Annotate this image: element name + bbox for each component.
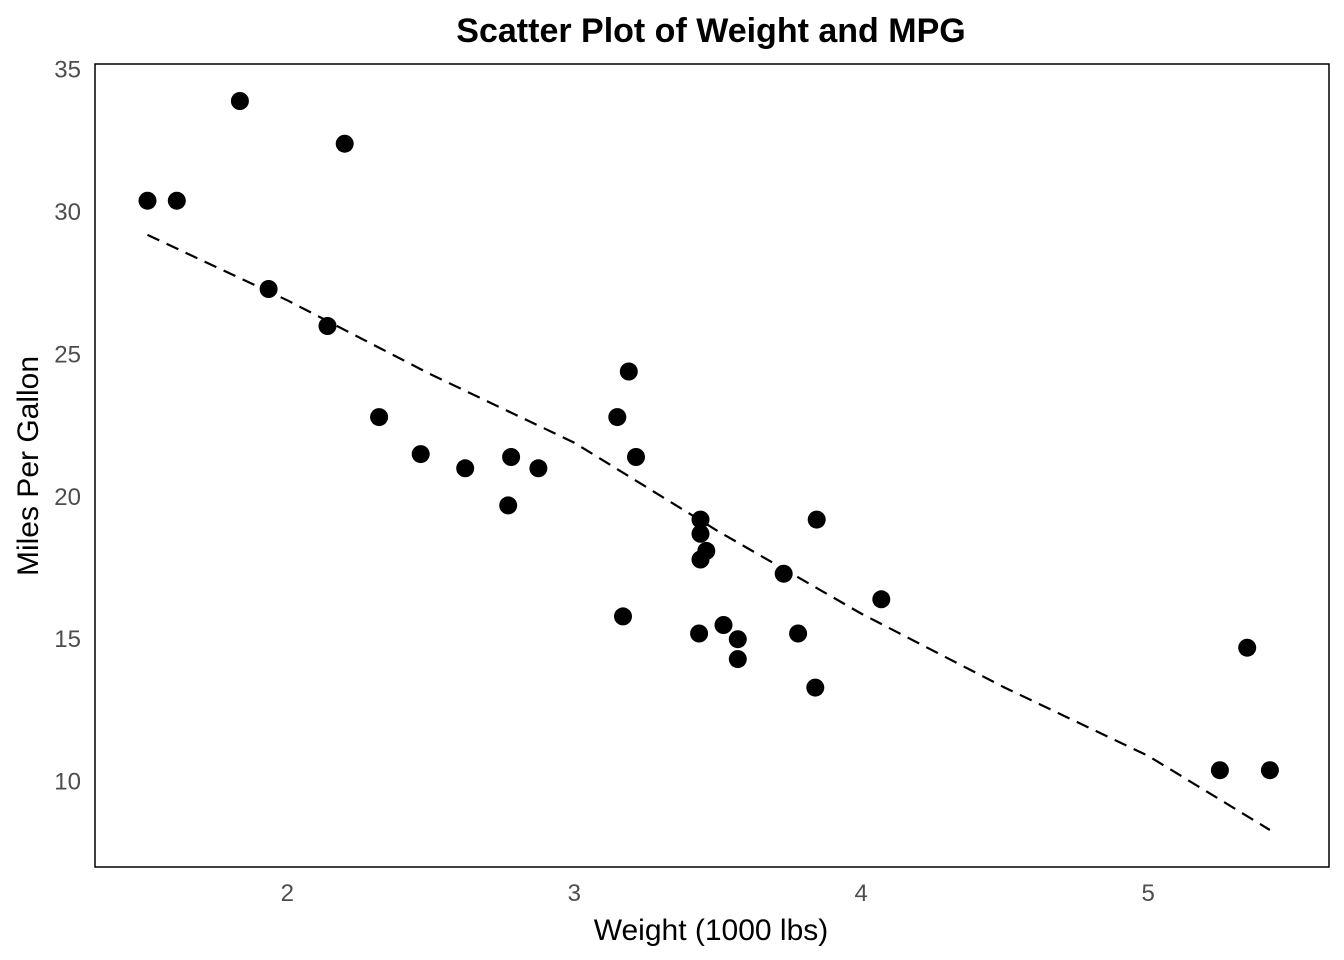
data-point-11	[502, 448, 521, 466]
data-point-25	[774, 564, 793, 583]
data-point-19	[691, 510, 710, 529]
data-point-12	[529, 459, 548, 478]
chart-title: Scatter Plot of Weight and MPG	[456, 12, 965, 50]
data-point-13	[608, 408, 627, 427]
data-point-5	[318, 317, 337, 335]
data-point-17	[690, 624, 709, 643]
data-point-31	[1238, 638, 1257, 657]
x-axis-ticks: 2 3 4 5	[281, 880, 1155, 907]
data-point-29	[872, 590, 891, 609]
x-tick-label: 5	[1142, 880, 1155, 907]
data-point-30	[1210, 761, 1229, 780]
y-tick-label: 35	[54, 57, 81, 84]
data-point-8	[411, 445, 430, 464]
data-point-24	[728, 630, 747, 649]
y-axis-ticks: 10 15 20 25 30 35	[54, 57, 81, 796]
x-axis-title: Weight (1000 lbs)	[594, 914, 829, 947]
x-tick-label: 4	[855, 880, 868, 907]
data-point-15	[619, 362, 638, 381]
data-point-26	[789, 624, 808, 643]
data-point-22	[714, 616, 733, 634]
data-point-23	[728, 650, 747, 669]
data-point-4	[259, 280, 278, 298]
data-point-28	[807, 510, 826, 529]
y-axis-title: Miles Per Gallon	[12, 356, 45, 576]
data-point-27	[806, 678, 825, 697]
y-tick-label: 10	[54, 769, 81, 796]
x-tick-label: 3	[568, 880, 581, 907]
y-tick-label: 15	[54, 626, 81, 653]
data-point-18	[691, 524, 710, 543]
y-tick-label: 25	[54, 341, 81, 368]
data-points	[138, 92, 1279, 780]
y-tick-label: 20	[54, 484, 81, 511]
data-point-9	[456, 459, 475, 478]
data-point-16	[627, 448, 645, 466]
data-point-2	[167, 191, 186, 210]
plot-panel	[94, 63, 1330, 868]
data-point-10	[499, 496, 518, 515]
data-point-3	[230, 92, 249, 110]
x-tick-label: 2	[281, 880, 294, 907]
data-point-32	[1260, 761, 1279, 780]
trend-line	[147, 233, 1271, 831]
y-tick-label: 30	[54, 199, 81, 226]
data-point-21	[697, 541, 716, 560]
data-point-14	[614, 607, 632, 626]
data-point-7	[370, 408, 389, 427]
data-point-1	[138, 191, 157, 210]
data-point-6	[335, 134, 354, 153]
